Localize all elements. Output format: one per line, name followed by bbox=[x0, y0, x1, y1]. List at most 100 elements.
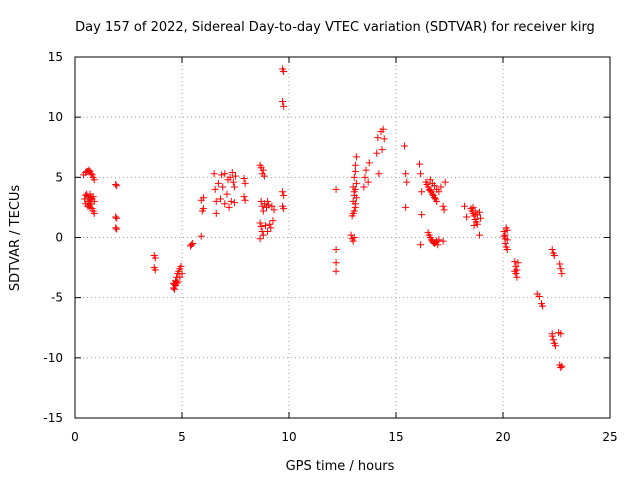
data-point bbox=[199, 205, 207, 213]
data-point bbox=[360, 183, 368, 191]
data-point bbox=[332, 246, 340, 254]
data-point bbox=[350, 234, 358, 241]
data-point bbox=[197, 232, 205, 240]
data-point bbox=[189, 240, 197, 248]
data-point bbox=[241, 179, 249, 187]
data-point bbox=[471, 207, 479, 215]
data-point bbox=[379, 125, 387, 133]
data-point bbox=[151, 266, 159, 274]
data-point bbox=[380, 135, 388, 143]
data-point bbox=[218, 171, 226, 179]
data-point bbox=[439, 202, 447, 210]
data-point bbox=[113, 214, 121, 222]
data-point bbox=[440, 206, 448, 214]
data-point bbox=[268, 202, 276, 210]
x-tick-label: 20 bbox=[495, 430, 510, 444]
data-point bbox=[223, 190, 231, 198]
x-tick-labels: 0 5 10 15 20 25 bbox=[71, 430, 617, 444]
data-point bbox=[503, 246, 511, 254]
data-point bbox=[352, 194, 360, 202]
data-point bbox=[362, 166, 370, 174]
data-point bbox=[240, 175, 248, 183]
data-point bbox=[174, 278, 182, 286]
data-point bbox=[87, 170, 95, 178]
data-point bbox=[113, 182, 121, 190]
data-point bbox=[431, 194, 439, 202]
data-point bbox=[240, 193, 248, 201]
data-point bbox=[90, 197, 98, 205]
data-point bbox=[402, 203, 410, 211]
x-tick-label: 15 bbox=[388, 430, 403, 444]
data-point bbox=[87, 194, 95, 202]
data-point bbox=[176, 273, 184, 281]
data-point bbox=[426, 176, 434, 184]
data-point bbox=[279, 98, 287, 106]
data-point bbox=[434, 241, 442, 249]
data-point bbox=[178, 270, 186, 278]
data-point bbox=[351, 167, 359, 175]
data-point bbox=[210, 170, 218, 178]
data-point bbox=[548, 330, 556, 338]
y-axis-title: SDTVAR / TECUs bbox=[8, 185, 23, 292]
data-point bbox=[378, 146, 386, 154]
data-point bbox=[225, 203, 233, 211]
data-point bbox=[86, 190, 94, 198]
data-point bbox=[212, 209, 220, 217]
x-tick-label: 25 bbox=[602, 430, 617, 444]
data-point bbox=[241, 196, 249, 204]
data-point bbox=[85, 201, 93, 209]
data-point bbox=[403, 178, 411, 186]
data-point bbox=[264, 227, 272, 235]
data-point bbox=[349, 237, 357, 245]
data-point bbox=[351, 200, 359, 208]
data-point bbox=[113, 225, 121, 233]
data-point bbox=[226, 173, 234, 181]
data-point bbox=[550, 252, 558, 260]
x-tick-label: 5 bbox=[178, 430, 186, 444]
data-point bbox=[230, 183, 238, 191]
data-point bbox=[352, 179, 360, 187]
x-tick-label: 0 bbox=[71, 430, 79, 444]
data-point bbox=[90, 176, 98, 184]
data-point bbox=[361, 173, 369, 181]
grid-lines bbox=[75, 57, 610, 418]
y-tick-label: -15 bbox=[43, 411, 63, 425]
data-point bbox=[463, 213, 471, 221]
data-point bbox=[260, 172, 268, 180]
y-tick-label: -5 bbox=[51, 291, 63, 305]
data-point bbox=[558, 362, 566, 370]
x-axis-title: GPS time / hours bbox=[286, 459, 395, 474]
data-point bbox=[416, 160, 424, 168]
data-point bbox=[435, 236, 443, 244]
data-point bbox=[280, 191, 288, 199]
data-point bbox=[417, 170, 425, 178]
data-point bbox=[473, 220, 481, 228]
data-point bbox=[417, 241, 425, 249]
data-point bbox=[229, 178, 237, 186]
y-tick-label: 15 bbox=[48, 50, 63, 64]
data-point bbox=[112, 213, 120, 221]
data-point bbox=[433, 197, 441, 205]
data-point bbox=[549, 336, 557, 344]
data-point bbox=[428, 190, 436, 198]
data-point bbox=[514, 259, 522, 267]
data-point bbox=[373, 149, 381, 157]
data-point bbox=[511, 267, 519, 275]
data-point bbox=[214, 179, 222, 187]
data-point bbox=[426, 187, 434, 195]
data-point bbox=[557, 330, 565, 338]
data-point bbox=[556, 260, 564, 268]
data-point bbox=[364, 178, 372, 186]
data-point bbox=[439, 237, 447, 245]
axis-ticks bbox=[74, 56, 611, 419]
y-tick-label: -10 bbox=[43, 351, 63, 365]
data-point bbox=[227, 197, 235, 205]
data-point bbox=[469, 203, 477, 211]
data-point bbox=[470, 221, 478, 229]
data-point bbox=[535, 292, 543, 300]
y-tick-labels: -15 -10 -5 0 5 10 15 bbox=[43, 50, 63, 425]
data-point bbox=[332, 259, 340, 267]
data-point bbox=[501, 235, 509, 243]
data-point bbox=[173, 279, 181, 287]
data-point bbox=[513, 273, 521, 281]
